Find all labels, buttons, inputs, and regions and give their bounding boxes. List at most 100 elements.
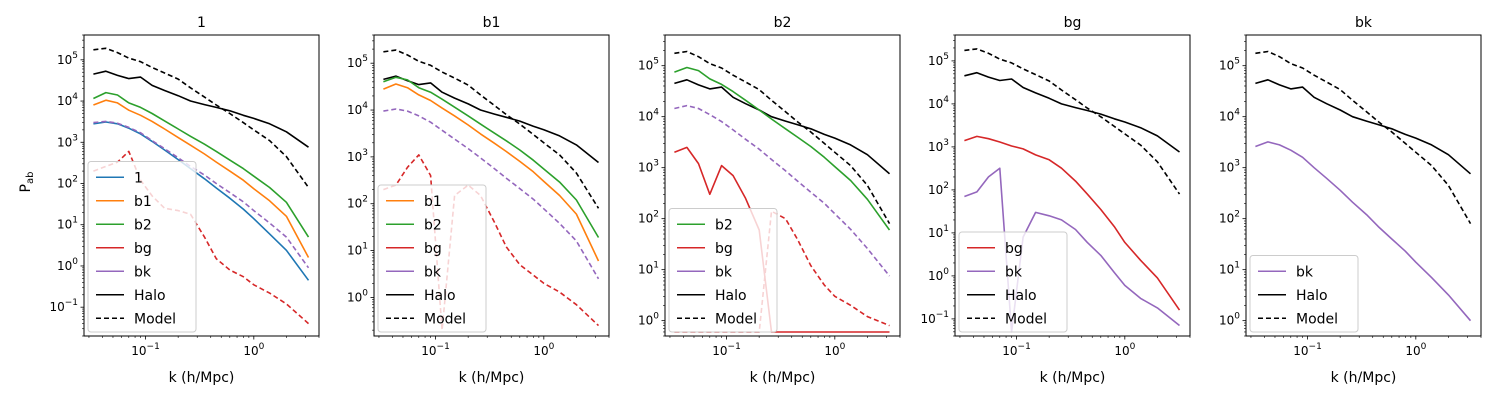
series-line-Halo-solid	[93, 70, 309, 148]
y-tick-label: 100	[928, 267, 949, 283]
legend: bg bk Halo Model	[958, 231, 1068, 333]
legend-box	[87, 161, 197, 333]
x-ticks: 10−1 100	[669, 336, 901, 358]
series-line-Halo-solid	[1255, 79, 1472, 175]
x-tick-label: 100	[243, 342, 264, 358]
series-group	[964, 48, 1181, 333]
y-tick-label: 101	[1219, 261, 1240, 277]
legend-label-Halo: Halo	[1296, 288, 1328, 304]
y-tick-label: 104	[57, 92, 78, 108]
y-tick-label: 103	[1219, 159, 1240, 175]
y-tick-label: 103	[928, 138, 949, 154]
panel-title: b2	[774, 15, 792, 31]
panel-2: b2 100 101 102 103 104 105 10−1 100 k (h/Mpc) b2 bg…	[638, 15, 901, 386]
x-ticks: 10−1 100	[378, 336, 610, 358]
axes-frame	[954, 34, 1191, 337]
x-ticks: 10−1 100	[1250, 336, 1482, 358]
legend-label-bg: bg	[1005, 241, 1023, 257]
y-tick-label: 100	[1219, 312, 1240, 328]
panel-0: 1 10−1 100 101 102 103 104 105 10−1 100 k (h/Mpc) 1…	[49, 15, 320, 386]
panel-title: 1	[197, 15, 206, 31]
y-tick-label: 102	[638, 210, 659, 226]
series-line-bk-dashed	[674, 104, 891, 277]
y-tick-label: 105	[347, 54, 368, 70]
legend-label-Halo: Halo	[1005, 288, 1037, 304]
series-line-bk-solid	[1255, 141, 1472, 322]
legend-label-bg: bg	[424, 241, 442, 257]
series-group	[383, 49, 600, 331]
y-ticks: 100 101 102 103 104 105	[347, 34, 374, 331]
x-axis-label: k (h/Mpc)	[1040, 370, 1106, 386]
y-tick-label: 101	[57, 216, 78, 232]
y-tick-label: 100	[347, 288, 368, 304]
panel-title: bk	[1355, 15, 1373, 31]
series-line-b2-solid	[93, 91, 310, 238]
y-tick-label: 105	[1219, 57, 1240, 73]
axes-frame	[1245, 34, 1482, 337]
x-ticks: 10−1 100	[959, 336, 1191, 358]
y-tick-label: 100	[57, 257, 78, 273]
y-tick-label: 105	[638, 57, 659, 73]
legend: b2 bg bk Halo Model	[668, 208, 778, 333]
series-line-bg-solid	[964, 135, 1181, 311]
y-tick-label: 103	[347, 148, 368, 164]
legend-label-Halo: Halo	[424, 288, 456, 304]
y-tick-label: 104	[928, 95, 949, 111]
axes-frame	[664, 34, 901, 337]
legend-label-Model: Model	[1296, 311, 1338, 327]
legend-label-b2: b2	[134, 217, 152, 233]
x-tick-label: 100	[1114, 342, 1135, 358]
legend-label-b2: b2	[715, 217, 733, 233]
y-tick-label: 10−1	[49, 298, 78, 314]
panel-title: bg	[1064, 15, 1082, 31]
x-tick-label: 100	[533, 342, 554, 358]
y-tick-label: 10−1	[920, 310, 949, 326]
y-tick-label: 104	[347, 101, 368, 117]
legend-box	[1249, 255, 1359, 333]
y-ticks: 10−1 100 101 102 103 104 105	[920, 34, 955, 337]
series-line-Model-dashed	[93, 47, 310, 188]
x-tick-label: 100	[824, 342, 845, 358]
legend: 1 b1 b2 bg bk Halo Model	[87, 161, 197, 333]
y-tick-label: 102	[928, 181, 949, 197]
legend-label-b2: b2	[424, 217, 442, 233]
legend-label-bg: bg	[715, 241, 733, 257]
series-line-b2-solid	[383, 76, 600, 238]
legend-label-b1: b1	[424, 194, 442, 210]
x-axis-label: k (h/Mpc)	[750, 370, 816, 386]
legend-label-bk: bk	[1005, 264, 1023, 280]
y-tick-label: 101	[928, 224, 949, 240]
legend-label-Model: Model	[715, 311, 757, 327]
axes-frame	[373, 34, 610, 337]
y-tick-label: 104	[638, 108, 659, 124]
legend: bk Halo Model	[1249, 255, 1359, 333]
series-line-b2-solid	[674, 66, 891, 231]
y-tick-label: 103	[638, 159, 659, 175]
legend-label-bk: bk	[424, 264, 442, 280]
series-line-Model-dashed	[1255, 50, 1472, 225]
series-line-b1-solid	[383, 83, 600, 262]
series-line-Model-dashed	[674, 50, 891, 225]
y-tick-label: 102	[1219, 210, 1240, 226]
legend-label-Halo: Halo	[715, 288, 747, 304]
y-tick-label: 101	[347, 242, 368, 258]
series-line-b1-solid	[93, 99, 310, 258]
legend-label-b1: b1	[134, 194, 152, 210]
legend-label-bk: bk	[1296, 264, 1314, 280]
x-tick-label: 10−1	[1002, 342, 1031, 358]
legend-label-Halo: Halo	[134, 288, 166, 304]
series-line-Model-dashed	[964, 48, 1181, 195]
series-line-bk-dashed	[93, 120, 310, 269]
legend-label-bk: bk	[715, 264, 733, 280]
legend-label-bg: bg	[134, 241, 152, 257]
x-ticks: 10−1 100	[88, 336, 320, 358]
legend-label-Model: Model	[424, 311, 466, 327]
panels: 1 10−1 100 101 102 103 104 105 10−1 100 k (h/Mpc) 1…	[49, 15, 1482, 386]
y-tick-label: 101	[638, 261, 659, 277]
y-ticks: 10−1 100 101 102 103 104 105	[49, 34, 84, 337]
y-tick-label: 100	[638, 312, 659, 328]
series-line-bg-dashed	[383, 154, 600, 331]
x-axis-label: k (h/Mpc)	[169, 370, 235, 386]
panel-4: bk 100 101 102 103 104 105 10−1 100 k (h/Mpc) bk Ha…	[1219, 15, 1482, 386]
